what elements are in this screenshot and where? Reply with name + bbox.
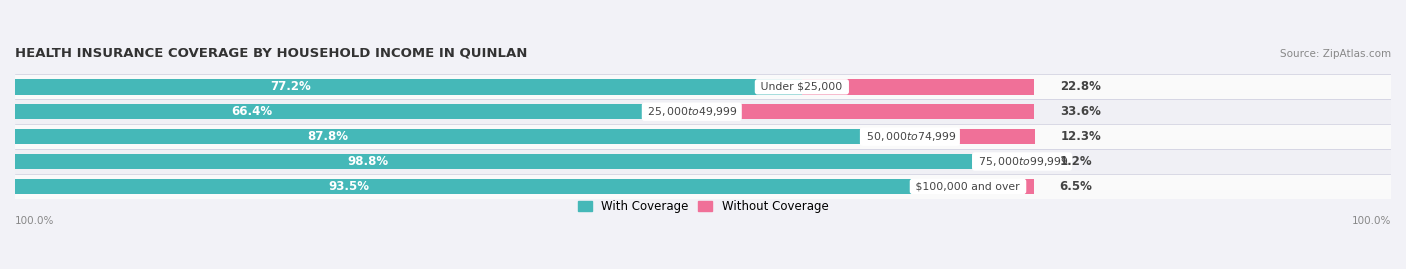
Bar (15, 179, 967, 194)
Text: Under $25,000: Under $25,000 (758, 82, 846, 92)
Text: $25,000 to $49,999: $25,000 to $49,999 (644, 105, 740, 118)
Bar (15, 149, 1391, 174)
Bar (801, 79, 1035, 94)
Text: HEALTH INSURANCE COVERAGE BY HOUSEHOLD INCOME IN QUINLAN: HEALTH INSURANCE COVERAGE BY HOUSEHOLD I… (15, 47, 527, 59)
Text: 87.8%: 87.8% (308, 130, 349, 143)
Text: $50,000 to $74,999: $50,000 to $74,999 (863, 130, 957, 143)
Bar (15, 129, 910, 144)
Text: 1.2%: 1.2% (1060, 155, 1092, 168)
Text: 66.4%: 66.4% (232, 105, 273, 118)
Bar (967, 179, 1035, 194)
Bar (15, 154, 1022, 169)
Bar (1022, 154, 1035, 169)
Bar (15, 99, 1391, 124)
Text: 100.0%: 100.0% (1351, 216, 1391, 226)
Bar (15, 174, 1391, 199)
Text: 6.5%: 6.5% (1060, 180, 1092, 193)
Text: 22.8%: 22.8% (1060, 80, 1101, 93)
Text: 98.8%: 98.8% (347, 155, 388, 168)
Text: $100,000 and over: $100,000 and over (912, 181, 1024, 192)
Bar (15, 104, 692, 119)
Bar (15, 124, 1391, 149)
Text: 100.0%: 100.0% (15, 216, 55, 226)
Text: $75,000 to $99,999: $75,000 to $99,999 (974, 155, 1070, 168)
Text: 33.6%: 33.6% (1060, 105, 1101, 118)
Text: 93.5%: 93.5% (328, 180, 368, 193)
Bar (15, 74, 1391, 99)
Bar (910, 129, 1035, 144)
Bar (692, 104, 1035, 119)
Bar (15, 79, 801, 94)
Text: 77.2%: 77.2% (270, 80, 311, 93)
Text: Source: ZipAtlas.com: Source: ZipAtlas.com (1279, 49, 1391, 59)
Text: 12.3%: 12.3% (1060, 130, 1101, 143)
Legend: With Coverage, Without Coverage: With Coverage, Without Coverage (572, 195, 834, 218)
